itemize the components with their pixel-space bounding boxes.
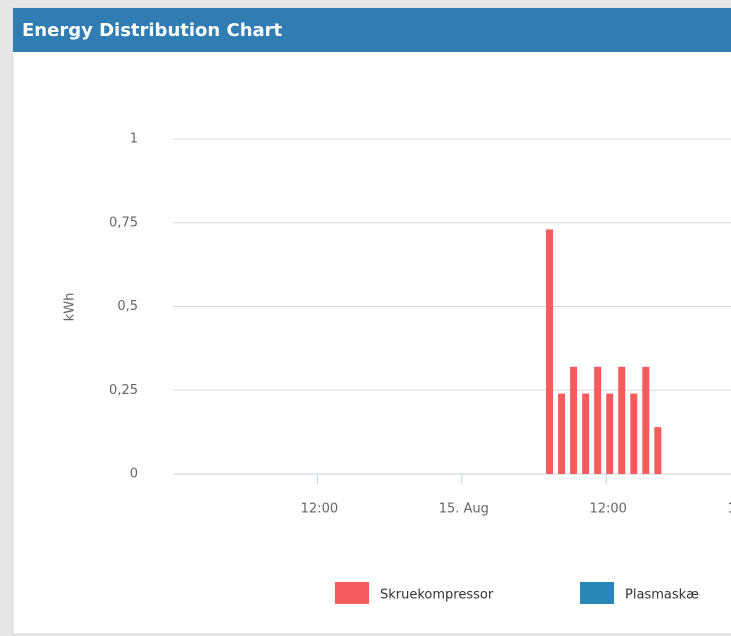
y-tick-label: 0,25	[109, 383, 138, 398]
x-tick-label: 16. Aug	[727, 502, 731, 517]
bar	[630, 393, 638, 474]
bar	[558, 393, 566, 474]
y-tick-label: 0,75	[109, 215, 138, 230]
bar	[594, 366, 602, 474]
bar	[570, 366, 578, 474]
bar	[642, 366, 650, 474]
legend-label: Plasmaskæ	[625, 588, 699, 603]
bar	[582, 393, 590, 474]
bar	[654, 427, 662, 474]
legend-swatch	[580, 582, 614, 604]
panel-header	[13, 8, 731, 52]
y-tick-label: 0,5	[117, 299, 138, 314]
bar	[546, 229, 554, 474]
bar	[606, 393, 614, 474]
legend-swatch	[335, 582, 369, 604]
y-tick-label: 0	[130, 467, 138, 482]
bar	[618, 366, 626, 474]
y-axis-label: kWh	[63, 293, 78, 322]
x-tick-label: 15. Aug	[439, 502, 489, 517]
chart-title: Energy Distribution Chart	[22, 20, 283, 41]
panel	[12, 7, 731, 635]
legend-label: Skruekompressor	[380, 588, 494, 603]
y-tick-label: 1	[130, 132, 138, 147]
x-tick-label: 12:00	[589, 502, 626, 517]
x-tick-label: 12:00	[301, 502, 338, 517]
